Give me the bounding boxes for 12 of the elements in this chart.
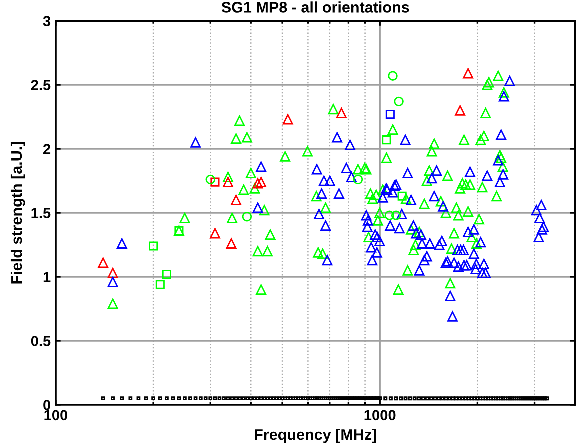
y-tick-label: 0 xyxy=(44,400,51,410)
y-tick-label: 2 xyxy=(44,144,51,154)
y-tick-label: 2.5 xyxy=(31,80,51,90)
x-tick-label: 1000 xyxy=(364,410,396,421)
y-tick-label: 1 xyxy=(44,272,51,282)
x-axis-title: Frequency [MHz] xyxy=(255,429,376,444)
y-tick-label: 3 xyxy=(43,16,51,27)
y-axis-title: Field strength [a.U.] xyxy=(10,142,26,284)
y-tick-label: 0.5 xyxy=(31,336,51,346)
y-tick-label: 1.5 xyxy=(32,208,51,218)
x-tick-label: 100 xyxy=(44,410,68,421)
chart-title: SG1 MP8 - all orientations xyxy=(222,2,410,13)
